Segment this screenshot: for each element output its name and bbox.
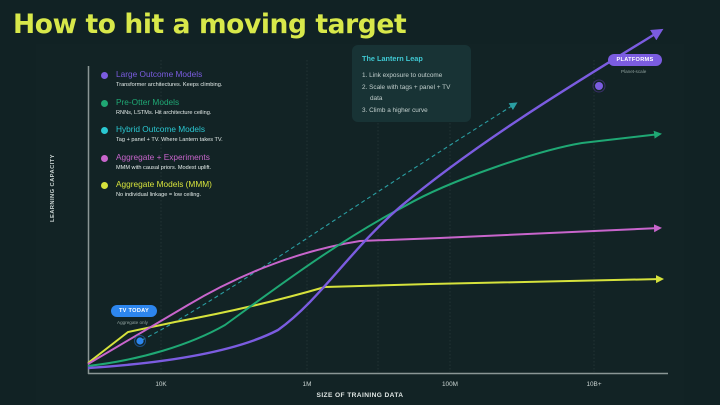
series-aggregate-models [87, 275, 664, 364]
x-tick-label: 1M [302, 381, 312, 388]
slide-title: How to hit a moving target [13, 9, 407, 40]
y-axis-label: LEARNING CAPACITY [50, 154, 56, 222]
series-pre-otter [87, 130, 662, 367]
x-tick-label: 10B+ [586, 381, 602, 388]
tv-today-badge: TV TODAY [111, 305, 157, 317]
platforms-subtext: Planet-scale [621, 69, 647, 74]
tv-today-dot-ring [134, 335, 146, 347]
tv-today-subtext: Aggregate only [117, 320, 148, 325]
x-tick-label: 100M [442, 381, 458, 388]
callout-title: The Lantern Leap [362, 54, 423, 63]
series-large-outcome [87, 28, 664, 370]
legend-desc: RNNs, LSTMs. Hit architecture ceiling. [116, 109, 212, 116]
callout-item: 1. Link exposure to outcome [362, 72, 443, 79]
legend-label: Pre-Otter Models [116, 96, 180, 107]
legend-dot-icon [101, 182, 108, 189]
series-aggregate-experiments [87, 224, 662, 365]
legend-desc: Tag + panel + TV. Where Lantern takes TV… [116, 137, 223, 143]
legend-desc: MMM with causal priors. Modest uplift. [116, 164, 212, 171]
x-axis-label: SIZE OF TRAINING DATA [316, 392, 404, 399]
callout-list: 1. Link exposure to outcome 2. Scale wit… [362, 70, 450, 116]
legend-desc: No individual linkage = low ceiling. [116, 192, 202, 198]
x-tick-label: 10K [155, 381, 167, 388]
legend-dot-icon [101, 127, 108, 134]
legend-label: Aggregate Models (MMM) [116, 179, 212, 189]
legend-label: Large Outcome Models [116, 69, 203, 79]
platforms-badge: PLATFORMS [608, 54, 662, 66]
tv-today-dot [136, 337, 144, 345]
legend-label: Aggregate + Experiments [116, 151, 210, 162]
lantern-leap-callout: The Lantern Leap 1. Link exposure to out… [352, 45, 471, 122]
legend-dot-icon [101, 99, 108, 107]
callout-item: 3. Climb a higher curve [362, 106, 428, 114]
callout-item-continuation: data [370, 95, 383, 102]
platforms-dot [595, 82, 603, 90]
legend-dot-icon [101, 154, 108, 162]
legend-label: Hybrid Outcome Models [116, 124, 205, 134]
legend-dot-icon [101, 72, 108, 79]
platforms-dot-ring [592, 79, 606, 93]
callout-item: 2. Scale with tags + panel + TV [362, 83, 451, 91]
legend-desc: Transformer architectures. Keeps climbin… [116, 82, 223, 88]
